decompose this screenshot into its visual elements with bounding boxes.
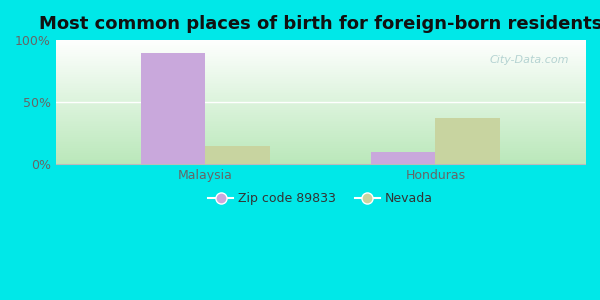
Bar [371,152,436,164]
Bar [205,146,270,164]
Legend: Zip code 89833, Nevada: Zip code 89833, Nevada [203,187,437,210]
Text: City-Data.com: City-Data.com [490,55,569,65]
Bar [141,52,205,164]
Title: Most common places of birth for foreign-born residents: Most common places of birth for foreign-… [38,15,600,33]
Bar [436,118,500,164]
